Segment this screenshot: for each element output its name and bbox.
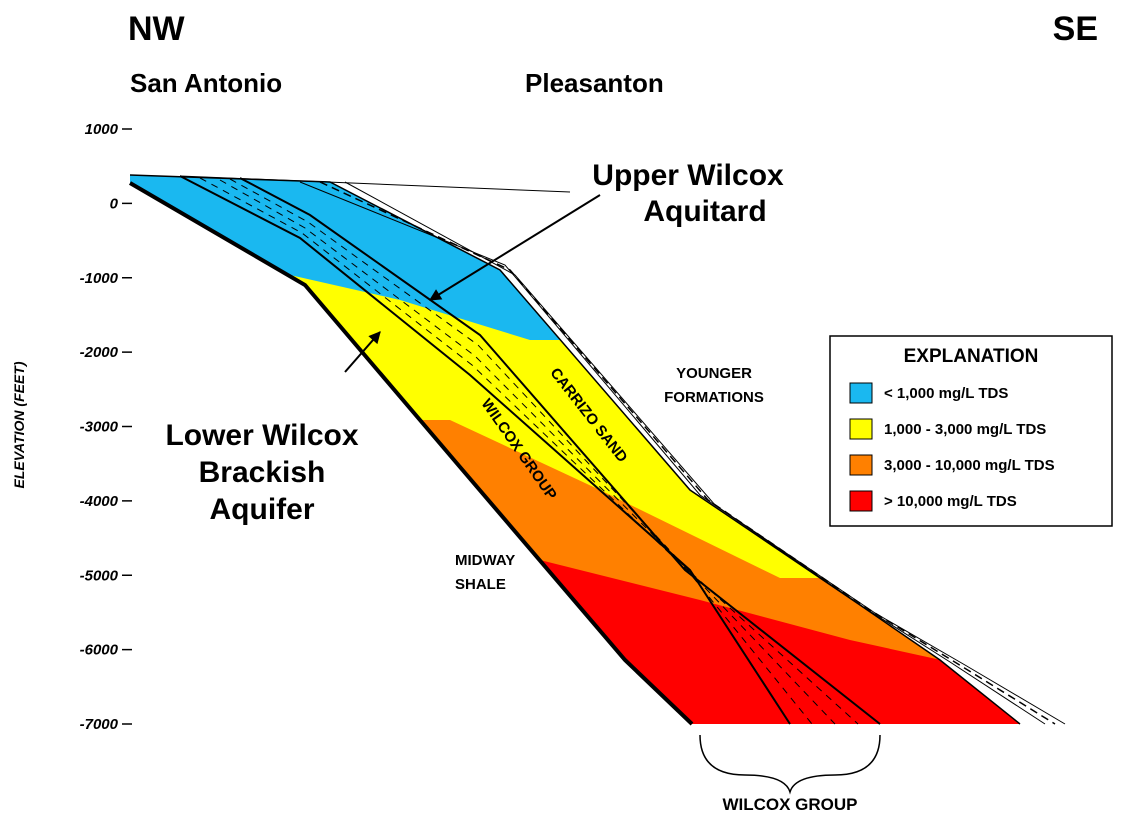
legend: EXPLANATION < 1,000 mg/L TDS 1,000 - 3,00… xyxy=(830,336,1112,526)
direction: SE xyxy=(1053,10,1098,48)
tick-label: -5000 xyxy=(80,567,119,584)
legend-title: EXPLANATION xyxy=(904,346,1039,367)
tick-label: -2000 xyxy=(80,344,119,361)
axis-label: ELEVATION (FEET) xyxy=(11,361,27,488)
cross-section: NW SE San Antonio Pleasanton ELEVATION (… xyxy=(0,0,1124,823)
legend-label: 3,000 - 10,000 mg/L TDS xyxy=(884,457,1055,474)
legend-swatch xyxy=(850,383,872,403)
legend-swatch xyxy=(850,455,872,475)
legend-label: < 1,000 mg/L TDS xyxy=(884,385,1008,402)
zone xyxy=(0,0,1124,340)
tick-label: 1000 xyxy=(85,121,119,138)
tick-label: -6000 xyxy=(80,642,119,659)
legend-label: 1,000 - 3,000 mg/L TDS xyxy=(884,421,1046,438)
tick-label: -4000 xyxy=(80,493,119,510)
direction: NW xyxy=(128,10,186,48)
legend-label: > 10,000 mg/L TDS xyxy=(884,493,1017,510)
tick-label: -1000 xyxy=(80,270,119,287)
place: San Antonio xyxy=(130,68,282,98)
label: WILCOX GROUP xyxy=(722,795,857,814)
place: Pleasanton xyxy=(525,68,664,98)
axis: 1000 0 -1000 -2000 -3000 -4000 -5000 -6000 -7000 xyxy=(80,121,132,733)
legend-swatch xyxy=(850,491,872,511)
legend-swatch xyxy=(850,419,872,439)
tick-label: -3000 xyxy=(80,419,119,436)
tick-label: -7000 xyxy=(80,716,119,733)
tick-label: 0 xyxy=(110,195,119,212)
